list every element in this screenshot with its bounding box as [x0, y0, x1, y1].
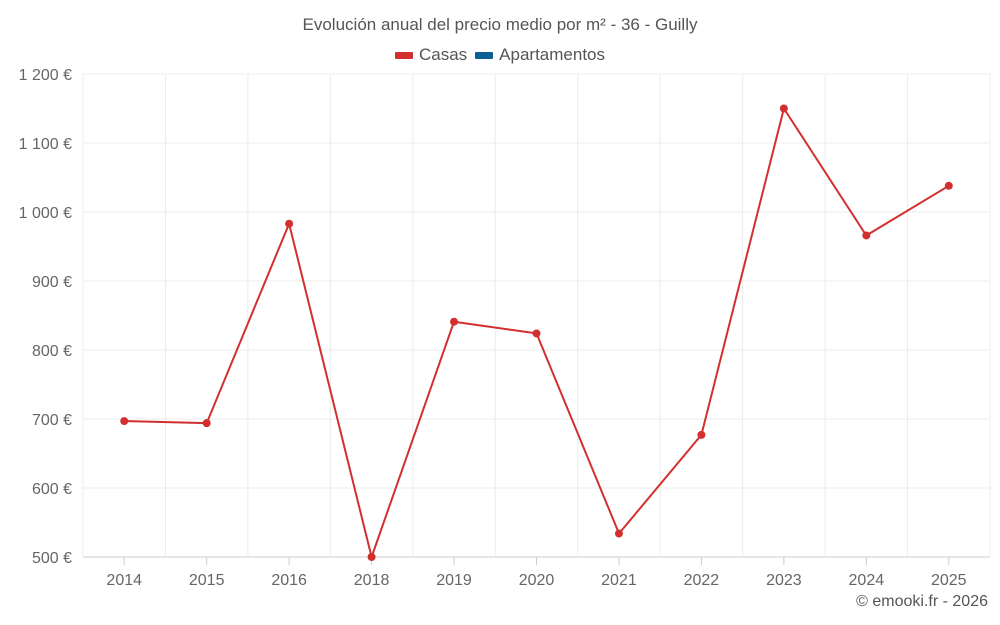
data-point: [202, 419, 211, 428]
legend-label-apartamentos: Apartamentos: [499, 45, 606, 64]
y-tick-label: 700 €: [32, 412, 72, 429]
x-tick-label: 2016: [271, 572, 307, 589]
x-tick-label: 2015: [189, 572, 225, 589]
legend-swatch-apartamentos: [475, 51, 494, 59]
x-tick-label: 2018: [354, 572, 390, 589]
x-tick-label: 2022: [684, 572, 720, 589]
legend-item-apartamentos[interactable]: Apartamentos: [475, 45, 605, 65]
x-tick-label: 2020: [519, 572, 555, 589]
x-tick-label: 2014: [106, 572, 142, 589]
data-point: [367, 553, 376, 561]
y-tick-label: 900 €: [32, 274, 72, 291]
y-tick-label: 1 000 €: [19, 205, 72, 222]
y-tick-label: 1 100 €: [19, 136, 72, 153]
data-point: [779, 104, 788, 113]
x-tick-label: 2019: [436, 572, 472, 589]
legend: Casas Apartamentos: [0, 45, 1000, 65]
data-point: [862, 231, 871, 240]
data-point: [614, 529, 623, 538]
data-point: [120, 417, 129, 426]
data-point: [697, 430, 706, 439]
chart-title: Evolución anual del precio medio por m² …: [302, 15, 698, 34]
data-point: [532, 329, 541, 338]
data-point: [450, 317, 459, 326]
legend-item-casas[interactable]: Casas: [394, 45, 468, 65]
y-tick-label: 600 €: [32, 481, 72, 498]
x-tick-label: 2023: [766, 572, 802, 589]
data-point: [944, 181, 953, 190]
legend-label-casas: Casas: [418, 45, 468, 64]
y-tick-label: 1 200 €: [19, 67, 72, 84]
credit-text: © emooki.fr - 2026: [856, 593, 988, 610]
x-tick-label: 2025: [931, 572, 967, 589]
legend-swatch-casas: [394, 51, 413, 59]
x-tick-label: 2021: [601, 572, 637, 589]
x-tick-label: 2024: [849, 572, 885, 589]
y-tick-label: 800 €: [32, 343, 72, 360]
y-tick-label: 500 €: [32, 550, 72, 567]
data-point: [285, 219, 294, 228]
